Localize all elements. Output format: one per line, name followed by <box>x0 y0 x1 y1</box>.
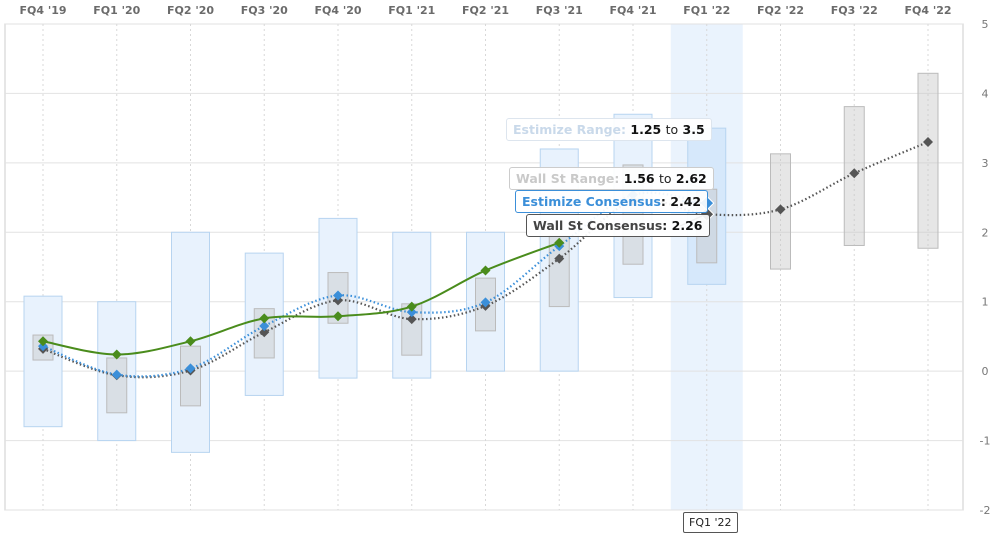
y-tick-label: -1 <box>980 435 991 448</box>
estimize-consensus-value: 2.42 <box>670 194 702 209</box>
x-tick-label: FQ3 '21 <box>536 4 583 17</box>
x-tick-label: FQ2 '22 <box>757 4 804 17</box>
wallst-range-bar <box>180 345 201 407</box>
y-tick-label: 5 <box>982 18 989 31</box>
x-tick-label: FQ2 '20 <box>167 4 214 17</box>
actual-point <box>185 336 196 347</box>
x-tick-label: FQ3 '20 <box>241 4 288 17</box>
wallst-consensus-point <box>259 327 270 338</box>
tooltip-estimize-consensus: Estimize Consensus: 2.42 <box>515 190 709 213</box>
x-tick-label: FQ4 '19 <box>19 4 66 17</box>
wallst-consensus-point <box>554 253 565 264</box>
x-tick-label: FQ3 '22 <box>831 4 878 17</box>
wallst-consensus-point <box>406 314 417 325</box>
actual-point <box>480 265 491 276</box>
tooltip-wallst-consensus: Wall St Consensus: 2.26 <box>526 214 710 237</box>
wallst-consensus-label: Wall St Consensus <box>533 218 663 233</box>
estimize-consensus-point <box>259 321 270 332</box>
estimize-range-low: 1.25 <box>630 122 662 137</box>
wallst-range-bar <box>917 72 939 249</box>
estimize-consensus-point <box>185 363 196 374</box>
x-tick-label: FQ4 '21 <box>609 4 656 17</box>
actual-point <box>406 301 417 312</box>
estimize-consensus-point <box>480 297 491 308</box>
x-tick-label: FQ4 '22 <box>904 4 951 17</box>
actual-point <box>333 311 343 322</box>
y-tick-label: 2 <box>982 226 989 239</box>
tooltip-wallst-range: Wall St Range: 1.56 to 2.62 <box>509 167 714 190</box>
x-tick-label: FQ1 '21 <box>388 4 435 17</box>
y-tick-label: 3 <box>982 157 989 170</box>
wallst-consensus-value: 2.26 <box>671 218 703 233</box>
estimize-range-label: Estimize Range: <box>513 122 627 137</box>
actual-point <box>259 313 270 324</box>
to-text: to <box>658 171 672 186</box>
x-axis-tooltip: FQ1 '22 <box>683 512 738 533</box>
estimize-range-bar <box>466 231 505 372</box>
wallst-range-label: Wall St Range: <box>516 171 620 186</box>
x-tick-label: FQ2 '21 <box>462 4 509 17</box>
estimize-consensus-label: Estimize Consensus <box>522 194 661 209</box>
estimize-consensus-point <box>406 307 417 318</box>
estimize-range-high: 3.5 <box>682 122 705 137</box>
y-tick-label: 0 <box>982 365 989 378</box>
wallst-range-low: 1.56 <box>623 171 655 186</box>
x-tick-label: FQ1 '20 <box>93 4 140 17</box>
actual-point <box>111 349 122 360</box>
y-tick-label: 4 <box>982 87 989 100</box>
estimize-consensus-point <box>111 369 122 380</box>
estimize-consensus-point <box>333 290 343 301</box>
actual-point <box>38 336 48 347</box>
y-tick-label: 1 <box>982 296 989 309</box>
x-tick-label: FQ4 '20 <box>314 4 361 17</box>
actual-line <box>42 241 560 356</box>
tooltip-estimize-range: Estimize Range: 1.25 to 3.5 <box>506 118 712 141</box>
wallst-range-bar <box>106 357 128 414</box>
y-tick-label: -2 <box>980 504 991 517</box>
x-tick-label: FQ1 '22 <box>683 4 730 17</box>
to-text: to <box>665 122 679 137</box>
estimize-range-bar <box>23 295 63 428</box>
wallst-range-high: 2.62 <box>675 171 707 186</box>
